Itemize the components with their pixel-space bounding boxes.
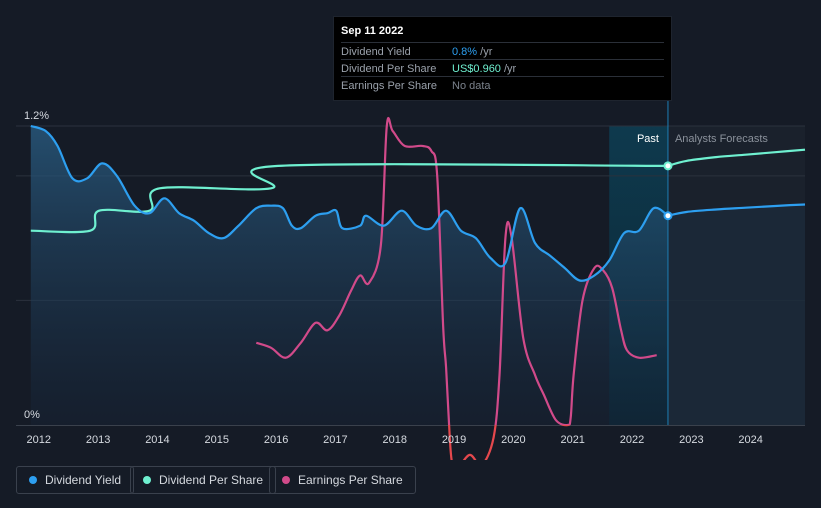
tooltip-row-dividend-yield: Dividend Yield 0.8% /yr xyxy=(341,42,664,60)
x-tick-label: 2019 xyxy=(442,434,466,446)
x-tick-label: 2021 xyxy=(560,434,584,446)
series-markers xyxy=(663,161,673,221)
dividend-yield-marker xyxy=(663,211,673,221)
legend-dot-icon xyxy=(29,476,37,484)
x-axis-ticks: 2012 2013 2014 2015 2016 2017 2018 2019 2020 2021… xyxy=(27,434,763,446)
chart-canvas: 2012 2013 2014 2015 2016 2017 2018 2019 2020 2021… xyxy=(16,100,806,460)
dividend-yield-line xyxy=(30,124,669,282)
past-label: Past xyxy=(637,133,659,145)
legend-earnings-per-share[interactable]: Earnings Per Share xyxy=(269,466,416,494)
x-tick-label: 2024 xyxy=(738,434,762,446)
tooltip-label: Dividend Per Share xyxy=(341,63,437,75)
dividend-yield-forecast-area xyxy=(668,204,805,425)
dividend-per-share-line xyxy=(30,163,669,234)
dividend-yield-forecast-line xyxy=(667,203,806,217)
dividend-per-share-marker xyxy=(663,161,673,171)
tooltip-value: US$0.960 xyxy=(452,63,501,75)
x-tick-label: 2018 xyxy=(382,434,406,446)
legend-label: Dividend Yield xyxy=(45,473,122,487)
tooltip-date: Sep 11 2022 xyxy=(341,25,404,37)
legend-label: Dividend Per Share xyxy=(159,473,264,487)
legend-dividend-per-share[interactable]: Dividend Per Share xyxy=(130,466,277,494)
x-tick-label: 2023 xyxy=(679,434,703,446)
x-tick-label: 2014 xyxy=(145,434,169,446)
x-tick-label: 2012 xyxy=(27,434,51,446)
dividend-yield-area xyxy=(30,126,669,425)
series-lines xyxy=(30,117,806,460)
tooltip: Sep 11 2022 Dividend Yield 0.8% /yr Divi… xyxy=(333,16,672,101)
analysts-forecasts-label: Analysts Forecasts xyxy=(675,133,768,145)
tooltip-label: Dividend Yield xyxy=(341,46,411,58)
legend-dot-icon xyxy=(143,476,151,484)
x-tick-label: 2013 xyxy=(86,434,110,446)
tooltip-value: No data xyxy=(452,80,491,92)
x-tick-label: 2017 xyxy=(323,434,347,446)
tooltip-value: 0.8% xyxy=(452,46,478,58)
x-tick-label: 2016 xyxy=(264,434,288,446)
tooltip-row-earnings-per-share: Earnings Per Share No data xyxy=(341,76,664,94)
legend-label: Earnings Per Share xyxy=(298,473,403,487)
tooltip-row-dividend-per-share: Dividend Per Share US$0.960 /yr xyxy=(341,59,664,77)
legend-dividend-yield[interactable]: Dividend Yield xyxy=(16,466,135,494)
x-tick-label: 2015 xyxy=(205,434,229,446)
x-tick-label: 2022 xyxy=(620,434,644,446)
tooltip-unit: /yr xyxy=(477,46,493,58)
y-tick-bottom: 0% xyxy=(24,409,40,421)
y-tick-top: 1.2% xyxy=(24,110,49,122)
legend-dot-icon xyxy=(282,476,290,484)
tooltip-unit: /yr xyxy=(500,63,517,75)
tooltip-label: Earnings Per Share xyxy=(341,80,437,92)
x-tick-label: 2020 xyxy=(501,434,525,446)
dividend-per-share-forecast-line xyxy=(667,148,806,167)
earnings-per-share-line xyxy=(255,117,657,425)
